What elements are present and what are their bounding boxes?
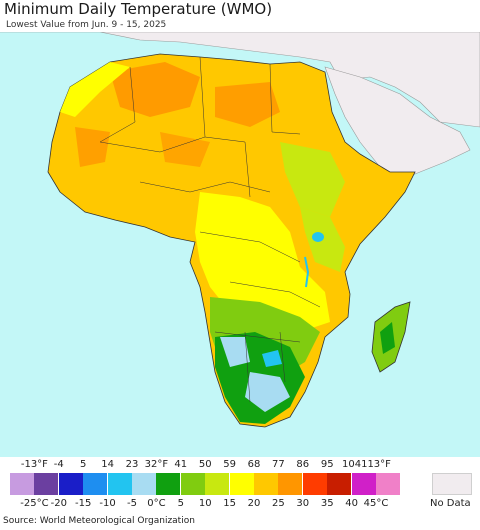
legend-label: 20 bbox=[247, 498, 261, 509]
legend-label: 77 bbox=[272, 459, 285, 470]
no-data-label: No Data bbox=[430, 498, 471, 509]
legend-label: -13°F bbox=[20, 459, 48, 470]
sahara-warm-zone bbox=[110, 62, 200, 117]
legend-swatch bbox=[205, 473, 230, 495]
legend-label: -10 bbox=[99, 498, 116, 509]
libya-warm-zone bbox=[215, 82, 280, 127]
legend-label: 0°C bbox=[147, 498, 166, 509]
legend-label: -25°C bbox=[20, 498, 49, 509]
legend-label: 15 bbox=[223, 498, 236, 509]
legend-label: 5 bbox=[80, 459, 87, 470]
legend-label: 68 bbox=[247, 459, 261, 470]
legend-label: 113°F bbox=[361, 459, 391, 470]
legend-swatch bbox=[254, 473, 278, 495]
legend-swatch bbox=[351, 473, 376, 495]
legend-label: 104 bbox=[342, 459, 362, 470]
south-africa-frost-zone bbox=[245, 372, 290, 412]
legend-label: -5 bbox=[127, 498, 137, 509]
mauritania-warm-zone bbox=[75, 127, 110, 167]
legend-label: 86 bbox=[296, 459, 310, 470]
legend-label: 5 bbox=[177, 498, 184, 509]
legend-swatch bbox=[10, 473, 34, 495]
source-credit: Source: World Meteorological Organizatio… bbox=[3, 516, 195, 526]
ethiopia-zone bbox=[280, 142, 345, 217]
legend-swatch bbox=[132, 473, 156, 495]
legend-label: 32°F bbox=[144, 459, 169, 470]
no-data-swatch bbox=[432, 473, 472, 495]
legend-swatch bbox=[302, 473, 327, 495]
legend-swatch bbox=[376, 473, 400, 495]
page-subtitle: Lowest Value from Jun. 9 - 15, 2025 bbox=[6, 20, 167, 30]
legend-swatch bbox=[156, 473, 181, 495]
madagascar-highlands bbox=[380, 322, 395, 354]
legend-swatch bbox=[34, 473, 59, 495]
central-africa-zone bbox=[195, 192, 330, 332]
legend-swatch bbox=[327, 473, 352, 495]
legend-label: -20 bbox=[50, 498, 67, 509]
legend-label: -4 bbox=[53, 459, 64, 470]
legend-label: 25 bbox=[272, 498, 285, 509]
legend-label: 59 bbox=[223, 459, 236, 470]
legend-label: 10 bbox=[198, 498, 212, 509]
page-title: Minimum Daily Temperature (WMO) bbox=[4, 0, 273, 18]
morocco-zone bbox=[60, 62, 130, 117]
legend-swatch bbox=[229, 473, 254, 495]
lake-tanganyika bbox=[304, 256, 310, 288]
legend-label: 23 bbox=[125, 459, 139, 470]
legend-swatch bbox=[278, 473, 303, 495]
botswana-cold-zone bbox=[262, 350, 282, 367]
legend-label: 30 bbox=[296, 498, 310, 509]
legend-label: 14 bbox=[101, 459, 114, 470]
namibia-frost-zone bbox=[220, 337, 250, 367]
lake-victoria bbox=[312, 232, 324, 242]
legend-swatch bbox=[180, 473, 205, 495]
legend-label: 35 bbox=[320, 498, 334, 509]
niger-warm-zone bbox=[160, 132, 210, 167]
country-borders bbox=[99, 56, 321, 403]
legend-label: 45°C bbox=[363, 498, 389, 509]
legend-label: 95 bbox=[320, 459, 334, 470]
legend-swatch bbox=[83, 473, 108, 495]
legend-label: 41 bbox=[174, 459, 188, 470]
legend-label: -15 bbox=[75, 498, 92, 509]
africa-temperature-map bbox=[0, 32, 480, 457]
legend-label: 50 bbox=[198, 459, 212, 470]
no-data-arabia bbox=[324, 66, 471, 183]
legend-swatch bbox=[58, 473, 83, 495]
legend-swatch bbox=[107, 473, 132, 495]
legend-label: 40 bbox=[345, 498, 358, 509]
